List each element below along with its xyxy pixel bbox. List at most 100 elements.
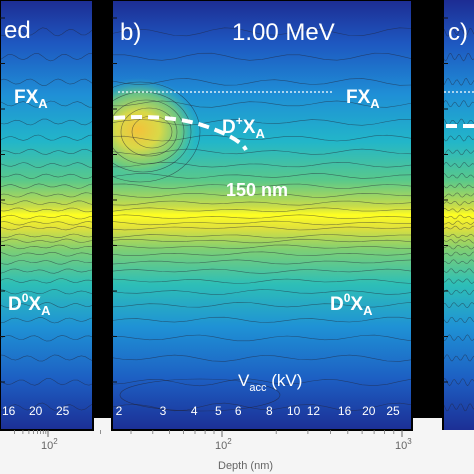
- vacc-tick-label: 20: [362, 404, 376, 418]
- contour-line: [0, 118, 93, 126]
- contour-line: [0, 78, 93, 87]
- contour-line: [112, 78, 412, 86]
- contour-line: [443, 183, 474, 189]
- vacc-tick-label: 6: [235, 404, 242, 418]
- contour-line: [112, 378, 412, 387]
- contour-line: [443, 200, 474, 206]
- contour-line: [0, 301, 93, 308]
- contour-line: [112, 192, 412, 198]
- contour-line: [0, 225, 93, 231]
- panel-a-title: ed: [4, 17, 31, 44]
- contour-line: [112, 259, 412, 265]
- contour-line: [112, 251, 412, 256]
- contour-line: [0, 244, 93, 250]
- contour-line: [112, 100, 412, 108]
- contour-line: [0, 233, 93, 239]
- contour-line: [0, 335, 93, 342]
- contour-line: [0, 134, 93, 141]
- x-tick-label: 102: [41, 437, 58, 452]
- contour-line: [443, 378, 474, 387]
- contour-line: [0, 200, 93, 205]
- vacc-tick-label: 16: [338, 404, 352, 418]
- contour-line: [112, 220, 412, 226]
- panel-a-tick-25: 25: [56, 404, 70, 418]
- contour-line: [0, 238, 93, 243]
- x-axis-label: Depth (nm): [218, 460, 273, 472]
- contour-line: [112, 214, 412, 219]
- contour-line: [0, 100, 93, 108]
- contour-line: [443, 173, 474, 179]
- contour-line: [443, 316, 474, 324]
- contour-line: [0, 268, 93, 274]
- contour-line: [443, 302, 474, 309]
- contour-line: [443, 149, 474, 156]
- vacc-tick-label: 25: [386, 404, 400, 418]
- contour-line: [112, 238, 412, 244]
- contour-line: [443, 220, 474, 225]
- contour-line: [0, 378, 93, 386]
- panel-b-vacc-label: Vacc (kV): [238, 371, 302, 394]
- vacc-tick-label: 4: [191, 404, 198, 418]
- contour-line: [443, 289, 474, 295]
- contour-line: [0, 354, 93, 362]
- contour-line: [443, 192, 474, 198]
- contour-line: [0, 317, 93, 324]
- vacc-tick-label: 5: [215, 404, 222, 418]
- contour-line: [443, 77, 474, 86]
- contour-line: [0, 173, 93, 180]
- panel-a-d0-label: D0XA: [8, 291, 51, 318]
- contour-line: [0, 278, 93, 284]
- contour-line: [443, 207, 474, 213]
- contour-line: [443, 334, 474, 341]
- contour-line: [112, 334, 412, 342]
- contour-line: [443, 403, 474, 412]
- contour-line: [443, 239, 474, 244]
- contour-line: [443, 135, 474, 142]
- contour-line: [0, 402, 93, 411]
- contour-line: [112, 134, 412, 142]
- contour-line: [443, 251, 474, 257]
- contour-line: [112, 207, 412, 213]
- vacc-tick-label: 8: [266, 404, 273, 418]
- vacc-tick-label: 10: [287, 404, 301, 418]
- contour-line: [0, 288, 93, 295]
- vacc-tick-labels: 2 3 4 5 6 8 10 12 16 20 25: [116, 404, 400, 418]
- contour-line: [443, 100, 474, 108]
- contour-line: [0, 53, 93, 62]
- contour-line: [443, 244, 474, 250]
- contour-line: [112, 316, 412, 323]
- contour-line: [0, 148, 93, 155]
- sub: A: [38, 96, 48, 111]
- dplus-hotspot: [112, 78, 200, 182]
- contour-line: [112, 226, 412, 231]
- contour-line: [0, 260, 93, 265]
- panel-a-tick-16: 16: [2, 404, 16, 418]
- contour-line: [0, 251, 93, 257]
- vacc-tick-label: 3: [160, 404, 167, 418]
- contour-line: [443, 53, 474, 62]
- panel-b-frame: [111, 0, 413, 431]
- contour-line: [443, 354, 474, 362]
- bottom-contour: [119, 378, 281, 412]
- contour-line: [443, 278, 474, 284]
- contour-line: [443, 268, 474, 274]
- contour-line: [0, 27, 93, 37]
- vacc-tick-label: 2: [116, 404, 123, 418]
- contour-line: [112, 52, 412, 61]
- panel-c-heatmap: [443, 0, 474, 430]
- contour-line: [112, 244, 412, 249]
- contour-line: [443, 233, 474, 239]
- contour-line: [0, 192, 93, 198]
- contour-line: [112, 161, 412, 168]
- contour-line: [112, 200, 412, 206]
- panel-b-d0-label: D0XA: [330, 291, 373, 318]
- contour-line: [112, 173, 412, 179]
- contour-line: [443, 27, 474, 37]
- contour-line: [0, 162, 93, 169]
- contour-line: [112, 148, 412, 155]
- y-ticks: [0, 17, 448, 383]
- contour-line: [112, 289, 412, 295]
- vacc-tick-label: 12: [307, 404, 321, 418]
- panel-b: [112, 0, 412, 430]
